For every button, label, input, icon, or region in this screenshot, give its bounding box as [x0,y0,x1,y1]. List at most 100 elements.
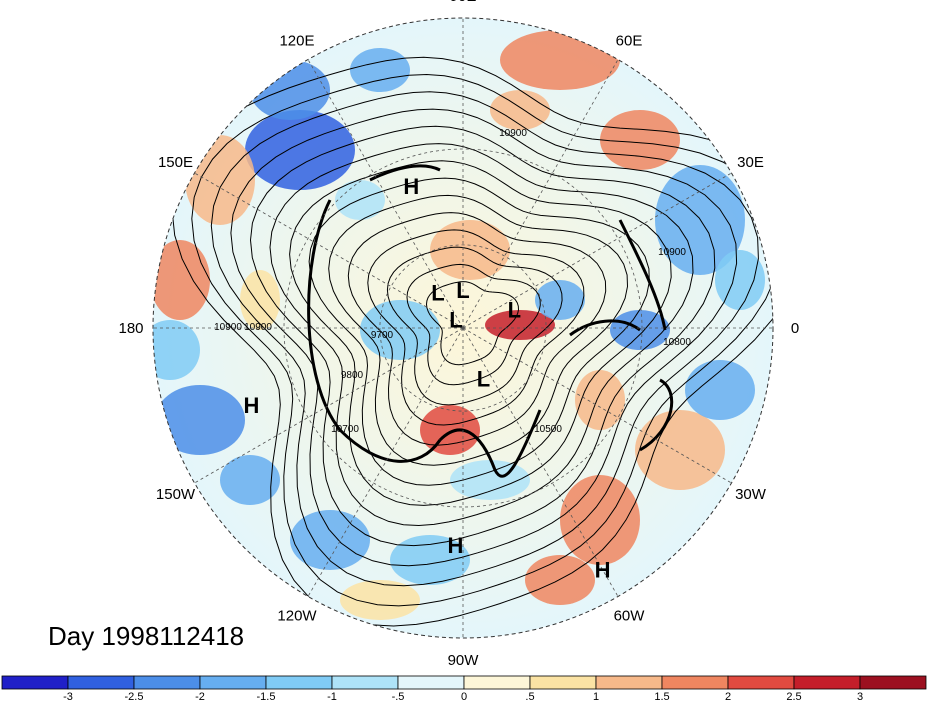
contour-value-label: 9800 [341,370,364,381]
colorbar-tick-label: -.5 [392,691,405,702]
low-pressure-label: L [456,278,469,303]
colorbar-swatch [397,675,465,690]
meridian-line [462,59,619,329]
colorbar-tick-label: 1.5 [654,691,669,702]
graticule [153,18,773,638]
anomaly-blob [420,405,480,455]
anomaly-blob [500,30,620,90]
longitude-label: 30E [737,154,764,171]
colorbar-swatch [529,675,597,690]
high-pressure-label: H [243,393,259,418]
jet-contour [569,319,641,337]
colorbar: -3 -2.5 -2 -1.5 -1 -.5 0 .5 1 1.5 2 2.5 3 [1,675,927,702]
longitude-label: 0 [791,320,799,337]
longitude-label: 150E [158,154,193,171]
colorbar-swatch [661,675,729,690]
contour-value-label: 10700 [331,424,359,435]
colorbar-tick-label: -1.5 [257,691,276,702]
anomaly-blob [340,580,420,620]
high-pressure-label: H [595,558,611,583]
height-contour [249,125,716,547]
longitude-label: 180 [118,320,143,337]
colorbar-swatch [463,675,531,690]
anomaly-blob [153,240,210,320]
meridian-line [307,59,464,329]
height-contour [230,108,738,567]
anomaly-blob [153,320,200,380]
anomaly-blob [155,385,245,455]
colorbar-tick-label: 2 [725,691,731,702]
anomaly-blob [715,250,765,310]
geopotential-contours [171,56,773,627]
anomaly-blob [220,455,280,505]
longitude-label: 90E [450,0,477,5]
height-contour [308,177,650,486]
jet-contour [639,378,674,452]
height-contour [210,91,759,587]
contour-value-label: 10900 [658,247,686,258]
colorbar-tick-label: 2.5 [786,691,801,702]
jet-contour [438,409,542,478]
contour-value-label: 10500 [534,424,562,435]
meridian-line [307,327,464,597]
height-contour [269,143,694,527]
colorbar-swatch [67,675,135,690]
jet-contour [307,199,442,463]
anomaly-blob [245,110,355,190]
latitude-circle [283,148,643,508]
low-pressure-label: L [477,367,490,392]
height-contour [386,246,563,406]
anomaly-blob [525,555,595,605]
anomaly-blob [250,60,330,120]
anomaly-blob [240,270,280,330]
anomaly-blob [360,300,440,360]
longitude-label: 60E [616,33,643,50]
colorbar-swatch [1,675,69,690]
high-pressure-label: H [403,174,419,199]
longitude-label: 120E [279,33,314,50]
jet-contour [618,219,667,331]
map-boundary [152,17,774,639]
low-pressure-label: L [508,297,521,322]
colorbar-tick-label: -3 [63,691,73,702]
colorbar-tick-label: 1 [593,691,599,702]
colorbar-swatch [265,675,333,690]
colorbar-tick-label: -1 [327,691,337,702]
colorbar-tick-label: .5 [525,691,534,702]
longitude-label: 30W [735,486,767,503]
anomaly-blob [185,135,255,225]
anomaly-blob [485,310,555,340]
longitude-labels: 90E 60E 30E 0 30W 60W 90W 120W 150W 180 150E 120E [118,0,799,669]
anomaly-blob [685,360,755,420]
anomaly-blob [575,370,625,430]
anomaly-blob [430,220,510,280]
high-pressure-label: H [447,533,463,558]
colorbar-swatch [727,675,795,690]
height-contour [289,160,672,506]
meridian-line [462,327,732,484]
colorbar-swatch [331,675,399,690]
colorbar-swatch [133,675,201,690]
colorbar-tick-label: 0 [461,691,467,702]
colorbar-swatch [793,675,861,690]
height-contour [367,229,585,426]
latitude-circle [379,244,547,412]
meridian-line [194,327,464,484]
longitude-label: 150W [156,486,196,503]
height-contour [191,73,773,607]
longitude-label: 60W [614,608,646,625]
height-contour [171,56,773,627]
colorbar-tick-label: 3 [857,691,863,702]
anomaly-blob [490,90,550,130]
height-contour [406,263,541,386]
colorbar-swatch [199,675,267,690]
contour-value-label: 10800 [663,337,691,348]
colorbar-tick-label: -2.5 [125,691,144,702]
contour-value-label: 10900 [214,322,242,333]
contour-value-label: 10900 [244,322,272,333]
anomaly-blob [390,535,470,585]
anomaly-blob [290,510,370,570]
